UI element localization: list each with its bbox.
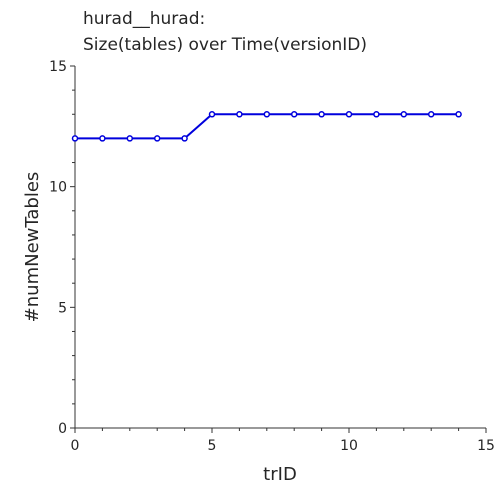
- data-point: [153, 135, 161, 142]
- data-point: [318, 111, 325, 118]
- data-point: [263, 111, 271, 118]
- x-tick-label: 5: [208, 438, 217, 454]
- x-tick-label: 15: [477, 438, 495, 454]
- y-tick-label: 10: [49, 180, 67, 196]
- data-point: [181, 135, 188, 142]
- data-point: [400, 111, 408, 118]
- y-tick-label: 0: [58, 421, 67, 437]
- chart-title-line-2: Size(tables) over Time(versionID): [83, 35, 367, 55]
- data-point: [236, 111, 243, 118]
- x-axis-label: trID: [263, 464, 297, 485]
- data-point: [71, 135, 79, 142]
- data-point: [345, 111, 353, 118]
- series-line: [75, 113, 459, 140]
- x-tick-label: 0: [71, 438, 80, 454]
- chart-title-line-1: hurad__hurad:: [83, 9, 205, 29]
- data-point: [427, 111, 435, 118]
- data-point: [99, 135, 106, 142]
- y-tick-label: 5: [58, 300, 67, 316]
- data-point: [126, 135, 134, 142]
- x-ticks: 0 5 10 15: [71, 428, 495, 454]
- axes: [74, 66, 486, 429]
- data-point: [455, 111, 462, 118]
- y-tick-label: 15: [49, 59, 67, 75]
- y-ticks: 0 5 10 15: [49, 59, 75, 437]
- series-layer: [71, 111, 462, 142]
- x-tick-label: 10: [340, 438, 358, 454]
- data-point: [373, 111, 380, 118]
- data-point: [290, 111, 298, 118]
- y-axis-label: #numNewTables: [22, 172, 43, 323]
- data-point: [208, 111, 216, 118]
